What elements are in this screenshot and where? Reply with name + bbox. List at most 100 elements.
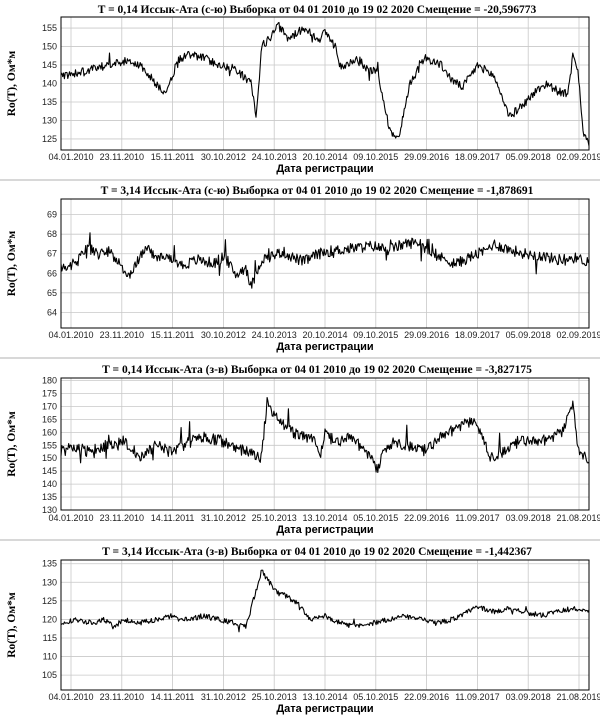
chart-2: T = 3,14 Иссык-Ата (с-ю) Выборка от 04 0… (6, 185, 600, 353)
x-tick-label: 14.11.2011 (151, 513, 195, 523)
y-axis-label: Ro(T), Ом*м (6, 411, 18, 477)
x-tick-label: 20.10.2014 (302, 152, 347, 162)
y-tick-label: 64 (47, 307, 57, 317)
x-tick-label: 22.09.2016 (404, 692, 449, 702)
y-tick-label: 130 (42, 115, 57, 125)
y-tick-label: 68 (47, 229, 57, 239)
x-tick-label: 04.01.2010 (48, 692, 93, 702)
x-axis-label: Дата регистрации (276, 341, 373, 353)
x-tick-label: 23.11.2010 (100, 692, 144, 702)
x-tick-label: 04.01.2010 (48, 513, 93, 523)
y-tick-label: 170 (42, 401, 57, 411)
x-tick-label: 13.10.2014 (302, 513, 347, 523)
x-tick-label: 15.11.2011 (151, 330, 195, 340)
chart-3: T = 0,14 Иссык-Ата (з-в) Выборка от 04 0… (6, 364, 600, 536)
x-tick-label: 30.10.2012 (201, 152, 246, 162)
x-tick-label: 20.10.2014 (302, 330, 347, 340)
x-tick-label: 05.09.2018 (506, 330, 551, 340)
y-axis-label: Ro(T), Ом*м (6, 51, 18, 117)
x-tick-label: 21.08.2019 (556, 692, 600, 702)
y-tick-label: 67 (47, 249, 57, 259)
x-tick-label: 02.09.2019 (556, 330, 600, 340)
x-tick-label: 13.10.2014 (302, 692, 347, 702)
panel-divider (0, 539, 600, 541)
chart-title: T = 3,14 Иссык-Ата (з-в) Выборка от 04 0… (102, 546, 532, 558)
x-tick-label: 09.10.2015 (353, 330, 398, 340)
y-tick-label: 145 (42, 466, 57, 476)
x-tick-label: 22.09.2016 (404, 513, 449, 523)
plot-frame (60, 559, 590, 691)
x-tick-label: 05.09.2018 (506, 152, 551, 162)
panel-divider (0, 179, 600, 181)
y-tick-label: 125 (42, 596, 57, 606)
chart-title: T = 3,14 Иссык-Ата (с-ю) Выборка от 04 0… (101, 185, 534, 197)
x-tick-label: 24.10.2013 (252, 152, 297, 162)
x-tick-label: 21.08.2019 (556, 513, 600, 523)
x-axis-label: Дата регистрации (276, 703, 373, 715)
x-tick-label: 23.11.2010 (100, 152, 144, 162)
data-series-line (60, 21, 590, 147)
x-tick-label: 23.11.2010 (100, 330, 144, 340)
x-tick-label: 15.11.2011 (151, 152, 195, 162)
chart-4: T = 3,14 Иссык-Ата (з-в) Выборка от 04 0… (6, 546, 600, 715)
y-tick-label: 65 (47, 288, 57, 298)
x-tick-label: 03.09.2018 (506, 692, 551, 702)
x-axis-label: Дата регистрации (276, 163, 373, 175)
y-tick-label: 155 (42, 440, 57, 450)
plot-frame (60, 198, 590, 329)
x-tick-label: 03.09.2018 (506, 513, 551, 523)
y-axis-label: Ro(T), Ом*м (6, 231, 18, 297)
x-tick-label: 04.01.2010 (48, 330, 93, 340)
y-tick-label: 69 (47, 210, 57, 220)
y-tick-label: 125 (42, 134, 57, 144)
x-tick-label: 04.01.2010 (48, 152, 93, 162)
chart-title: T = 0,14 Иссык-Ата (з-в) Выборка от 04 0… (102, 364, 532, 376)
x-tick-label: 25.10.2013 (252, 513, 297, 523)
panel-divider (0, 357, 600, 359)
y-tick-label: 180 (42, 376, 57, 386)
data-series-line (60, 232, 590, 289)
x-tick-label: 31.10.2012 (201, 692, 246, 702)
y-tick-label: 135 (42, 97, 57, 107)
x-axis-label: Дата регистрации (276, 524, 373, 536)
x-tick-label: 30.10.2012 (201, 330, 246, 340)
x-tick-label: 09.10.2015 (353, 152, 398, 162)
y-tick-label: 145 (42, 60, 57, 70)
x-tick-label: 14.11.2011 (151, 692, 195, 702)
x-tick-label: 11.09.2017 (455, 513, 499, 523)
y-tick-label: 140 (42, 79, 57, 89)
chart-panel-1: T = 0,14 Иссык-Ата (с-ю) Выборка от 04 0… (0, 0, 600, 178)
plot-frame (60, 16, 590, 151)
x-tick-label: 23.11.2010 (100, 513, 144, 523)
y-tick-label: 105 (42, 670, 57, 680)
y-tick-label: 130 (42, 505, 57, 515)
y-tick-label: 160 (42, 427, 57, 437)
x-tick-label: 24.10.2013 (252, 330, 297, 340)
y-tick-label: 140 (42, 479, 57, 489)
x-tick-label: 18.09.2017 (455, 330, 500, 340)
y-tick-label: 135 (42, 492, 57, 502)
y-tick-label: 130 (42, 577, 57, 587)
y-tick-label: 120 (42, 614, 57, 624)
y-tick-label: 66 (47, 268, 57, 278)
y-tick-label: 150 (42, 42, 57, 52)
data-series-line (60, 396, 590, 474)
x-tick-label: 18.09.2017 (455, 152, 500, 162)
x-tick-label: 29.09.2016 (404, 330, 449, 340)
y-tick-label: 150 (42, 453, 57, 463)
data-series-line (60, 569, 590, 633)
chart-panel-4: T = 3,14 Иссык-Ата (з-в) Выборка от 04 0… (0, 542, 600, 718)
y-tick-label: 115 (43, 633, 57, 643)
x-tick-label: 29.09.2016 (404, 152, 449, 162)
x-tick-label: 25.10.2013 (252, 692, 297, 702)
y-axis-label: Ro(T), Ом*м (6, 592, 18, 658)
y-tick-label: 135 (42, 559, 57, 569)
x-tick-label: 11.09.2017 (455, 692, 499, 702)
y-tick-label: 165 (42, 414, 57, 424)
x-tick-label: 05.10.2015 (353, 513, 398, 523)
x-tick-label: 05.10.2015 (353, 692, 398, 702)
chart-1: T = 0,14 Иссык-Ата (с-ю) Выборка от 04 0… (6, 4, 600, 175)
x-tick-label: 02.09.2019 (556, 152, 600, 162)
y-tick-label: 175 (42, 389, 57, 399)
y-tick-label: 110 (43, 652, 57, 662)
